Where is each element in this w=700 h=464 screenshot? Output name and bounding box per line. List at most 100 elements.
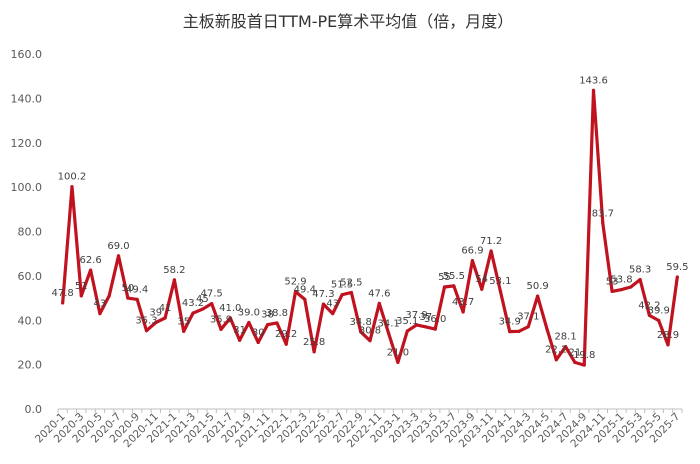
- data-point: [610, 289, 614, 294]
- data-label: 58.2: [163, 265, 185, 276]
- data-label: 25.8: [303, 337, 325, 348]
- y-axis: 0.0 20.0 40.0 60.0 80.0 100.0 120.0 140.0 160.0: [11, 48, 43, 416]
- data-point: [349, 290, 353, 295]
- data-label: 54: [475, 274, 488, 285]
- data-point: [554, 358, 558, 362]
- data-point: [675, 275, 679, 279]
- data-label: 100.2: [58, 172, 87, 183]
- data-point: [247, 320, 251, 325]
- y-tick-label: 40.0: [18, 314, 43, 327]
- data-label: 51: [75, 281, 88, 292]
- data-point: [144, 329, 149, 333]
- data-label: 62.6: [79, 255, 101, 266]
- data-label: 28.9: [657, 330, 679, 341]
- data-point: [638, 278, 642, 282]
- data-point: [135, 297, 139, 301]
- data-point: [582, 363, 586, 367]
- data-point: [98, 311, 102, 316]
- data-label: 43: [94, 299, 107, 310]
- data-label: 50.9: [527, 281, 549, 292]
- data-label: 143.6: [579, 75, 608, 86]
- data-point: [368, 339, 372, 343]
- data-label: 34.9: [499, 317, 521, 328]
- data-point: [303, 297, 307, 301]
- data-label: 43: [326, 299, 339, 310]
- data-label: 22.2: [545, 345, 567, 356]
- data-label: 83.7: [592, 208, 614, 219]
- data-point: [88, 268, 93, 272]
- data-label: 52.9: [284, 277, 306, 288]
- y-tick-label: 0.0: [25, 403, 43, 416]
- data-point: [126, 296, 130, 300]
- data-label: 35: [177, 316, 190, 327]
- data-label: 43.2: [182, 298, 204, 309]
- data-point: [182, 329, 186, 333]
- data-point: [387, 331, 391, 335]
- data-point: [107, 294, 111, 298]
- data-point: [200, 307, 204, 311]
- data-point: [116, 254, 121, 258]
- data-label: 41: [159, 303, 172, 314]
- data-label: 49.4: [126, 284, 148, 295]
- data-point: [666, 343, 670, 347]
- data-label: 47.8: [52, 288, 74, 299]
- data-label: 30: [252, 327, 265, 338]
- data-label: 59.5: [666, 262, 688, 273]
- data-label: 36.0: [424, 314, 446, 325]
- data-point: [228, 316, 232, 320]
- data-point: [312, 350, 316, 354]
- data-point: [359, 330, 363, 334]
- data-point: [275, 321, 279, 325]
- data-point: [238, 338, 242, 342]
- data-label: 42.2: [638, 300, 660, 311]
- data-label: 55: [438, 272, 451, 283]
- data-label: 37.9: [405, 310, 427, 321]
- data-point: [470, 258, 475, 263]
- data-label: 53.8: [610, 275, 632, 286]
- data-label: 51.5: [331, 280, 353, 291]
- data-label: 29.2: [275, 329, 297, 340]
- y-tick-label: 20.0: [18, 359, 43, 372]
- data-point: [498, 289, 502, 293]
- data-point: [191, 311, 195, 315]
- y-tick-label: 80.0: [18, 226, 43, 239]
- data-point: [172, 278, 177, 282]
- data-point: [442, 285, 447, 289]
- data-point: [331, 311, 335, 316]
- x-axis: 2020-12020-32020-52020-72020-92020-11202…: [33, 409, 683, 450]
- data-label: 34.8: [350, 317, 372, 328]
- data-point: [265, 323, 270, 327]
- data-label: 21: [569, 347, 582, 358]
- data-point: [219, 327, 223, 331]
- data-points: [61, 88, 679, 367]
- data-point: [545, 327, 549, 331]
- data-label: 39.9: [648, 305, 670, 316]
- data-label: 35.1: [396, 316, 418, 327]
- data-label: 69.0: [107, 241, 129, 252]
- data-point: [461, 310, 465, 314]
- data-point: [657, 318, 661, 323]
- data-point: [377, 301, 381, 305]
- data-point: [601, 221, 605, 225]
- data-point: [154, 320, 158, 325]
- data-label: 21.0: [387, 347, 409, 358]
- data-label: 30.8: [359, 326, 381, 337]
- data-label: 47.5: [201, 289, 223, 300]
- data-label: 41.0: [219, 303, 241, 314]
- data-label: 34.1: [377, 318, 399, 329]
- data-label: 58.3: [629, 265, 651, 276]
- data-point: [517, 329, 521, 333]
- data-label: 49.4: [294, 284, 316, 295]
- y-tick-label: 140.0: [11, 92, 43, 105]
- data-point: [321, 302, 326, 306]
- data-point: [79, 294, 83, 298]
- data-label: 38: [261, 310, 274, 321]
- data-label: 37.1: [517, 312, 539, 323]
- data-label: 47.3: [312, 289, 334, 300]
- data-point: [256, 340, 260, 345]
- y-tick-label: 120.0: [11, 137, 43, 150]
- data-label: 47.6: [368, 288, 390, 299]
- data-point: [70, 185, 74, 189]
- data-point: [536, 294, 540, 298]
